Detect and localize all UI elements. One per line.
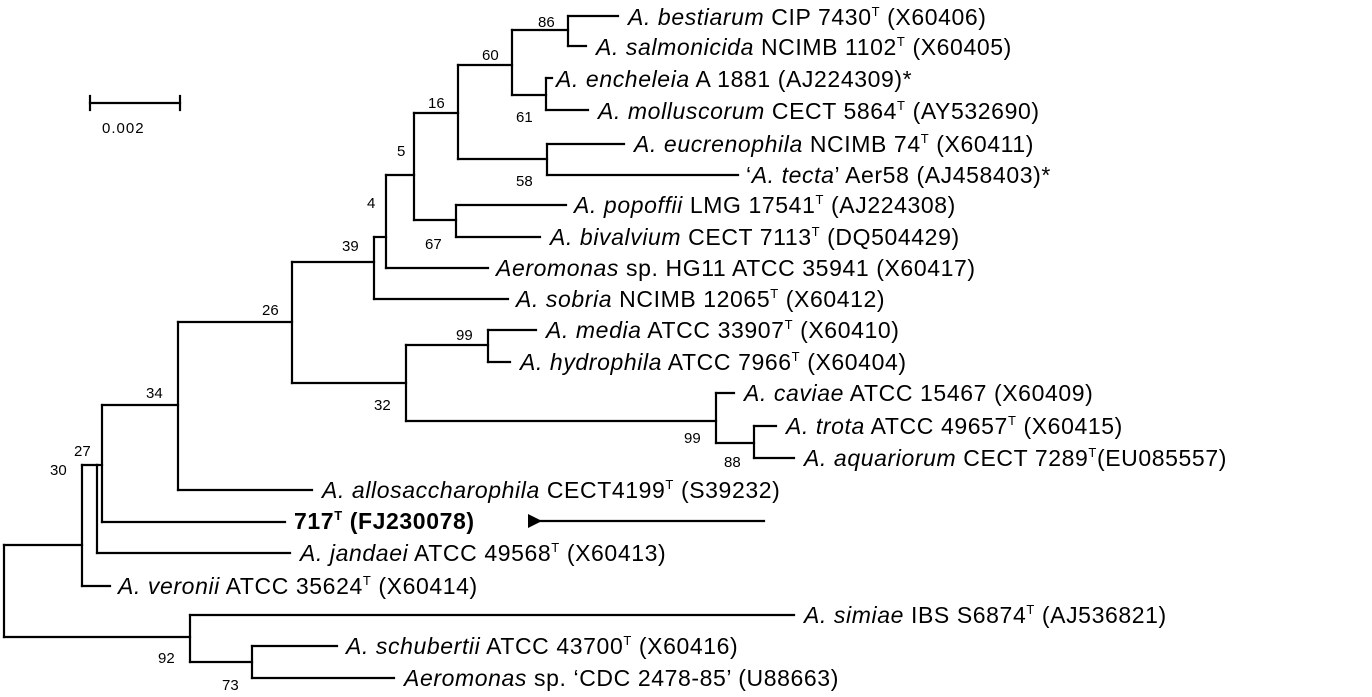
taxon-labels: A. bestiarum CIP 7430T (X60406) A. salmo… [116,4,1227,691]
taxon-label: A. jandaei ATCC 49568T (X60413) [298,540,666,566]
highlighted-strain-label: 717T (FJ230078) [294,508,475,534]
taxon-label: A. popoffii LMG 17541T (AJ224308) [572,192,956,218]
bootstrap-value: 61 [516,109,533,126]
bootstrap-value: 99 [684,430,701,447]
taxon-label: A. allosaccharophila CECT4199T (S39232) [320,477,780,503]
taxon-label: A. simiae IBS S6874T (AJ536821) [802,602,1167,628]
taxon-label: A. sobria NCIMB 12065T (X60412) [514,286,885,312]
bootstrap-value: 88 [724,454,741,471]
bootstrap-value: 73 [222,677,239,694]
bootstrap-value: 58 [516,173,533,190]
bootstrap-value: 34 [146,385,163,402]
taxon-label: Aeromonas sp. HG11 ATCC 35941 (X60417) [494,255,976,281]
bootstrap-value: 4 [367,195,375,212]
bootstrap-value: 27 [74,443,91,460]
taxon-label: A. trota ATCC 49657T (X60415) [784,413,1123,439]
scale-bar: 0.002 [88,94,182,137]
taxon-label: A. encheleia A 1881 (AJ224309)* [554,66,912,92]
taxon-label: A. aquariorum CECT 7289T(EU085557) [802,445,1227,471]
bootstrap-value: 5 [397,143,405,160]
bootstrap-values: 86 60 61 16 58 5 67 4 39 26 99 32 99 88 … [50,14,741,694]
taxon-label: A. media ATCC 33907T (X60410) [544,317,900,343]
taxon-label: A. molluscorum CECT 5864T (AY532690) [596,98,1040,124]
taxon-label: A. eucrenophila NCIMB 74T (X60411) [632,131,1034,157]
taxon-label: A. salmonicida NCIMB 1102T (X60405) [594,34,1012,60]
bootstrap-value: 67 [425,236,442,253]
bootstrap-value: 16 [428,95,445,112]
bootstrap-value: 86 [538,14,555,31]
bootstrap-value: 30 [50,462,67,479]
tree-branches [2,14,796,680]
taxon-label: A. caviae ATCC 15467 (X60409) [742,380,1093,406]
scale-bar-label: 0.002 [102,120,145,137]
taxon-label: A. bivalvium CECT 7113T (DQ504429) [548,224,960,250]
bootstrap-value: 99 [456,327,473,344]
taxon-label: ‘A. tecta’ Aer58 (AJ458403)* [746,162,1051,188]
bootstrap-value: 39 [342,238,359,255]
bootstrap-value: 60 [482,47,499,64]
bootstrap-value: 26 [262,302,279,319]
taxon-label: Aeromonas sp. ‘CDC 2478-85’ (U88663) [402,665,839,691]
bootstrap-value: 92 [158,650,175,667]
taxon-label: A. veronii ATCC 35624T (X60414) [116,573,478,599]
bootstrap-value: 32 [374,397,391,414]
taxon-label: A. schubertii ATCC 43700T (X60416) [344,633,738,659]
taxon-label: A. bestiarum CIP 7430T (X60406) [626,4,987,30]
taxon-label: A. hydrophila ATCC 7966T (X60404) [518,349,907,375]
